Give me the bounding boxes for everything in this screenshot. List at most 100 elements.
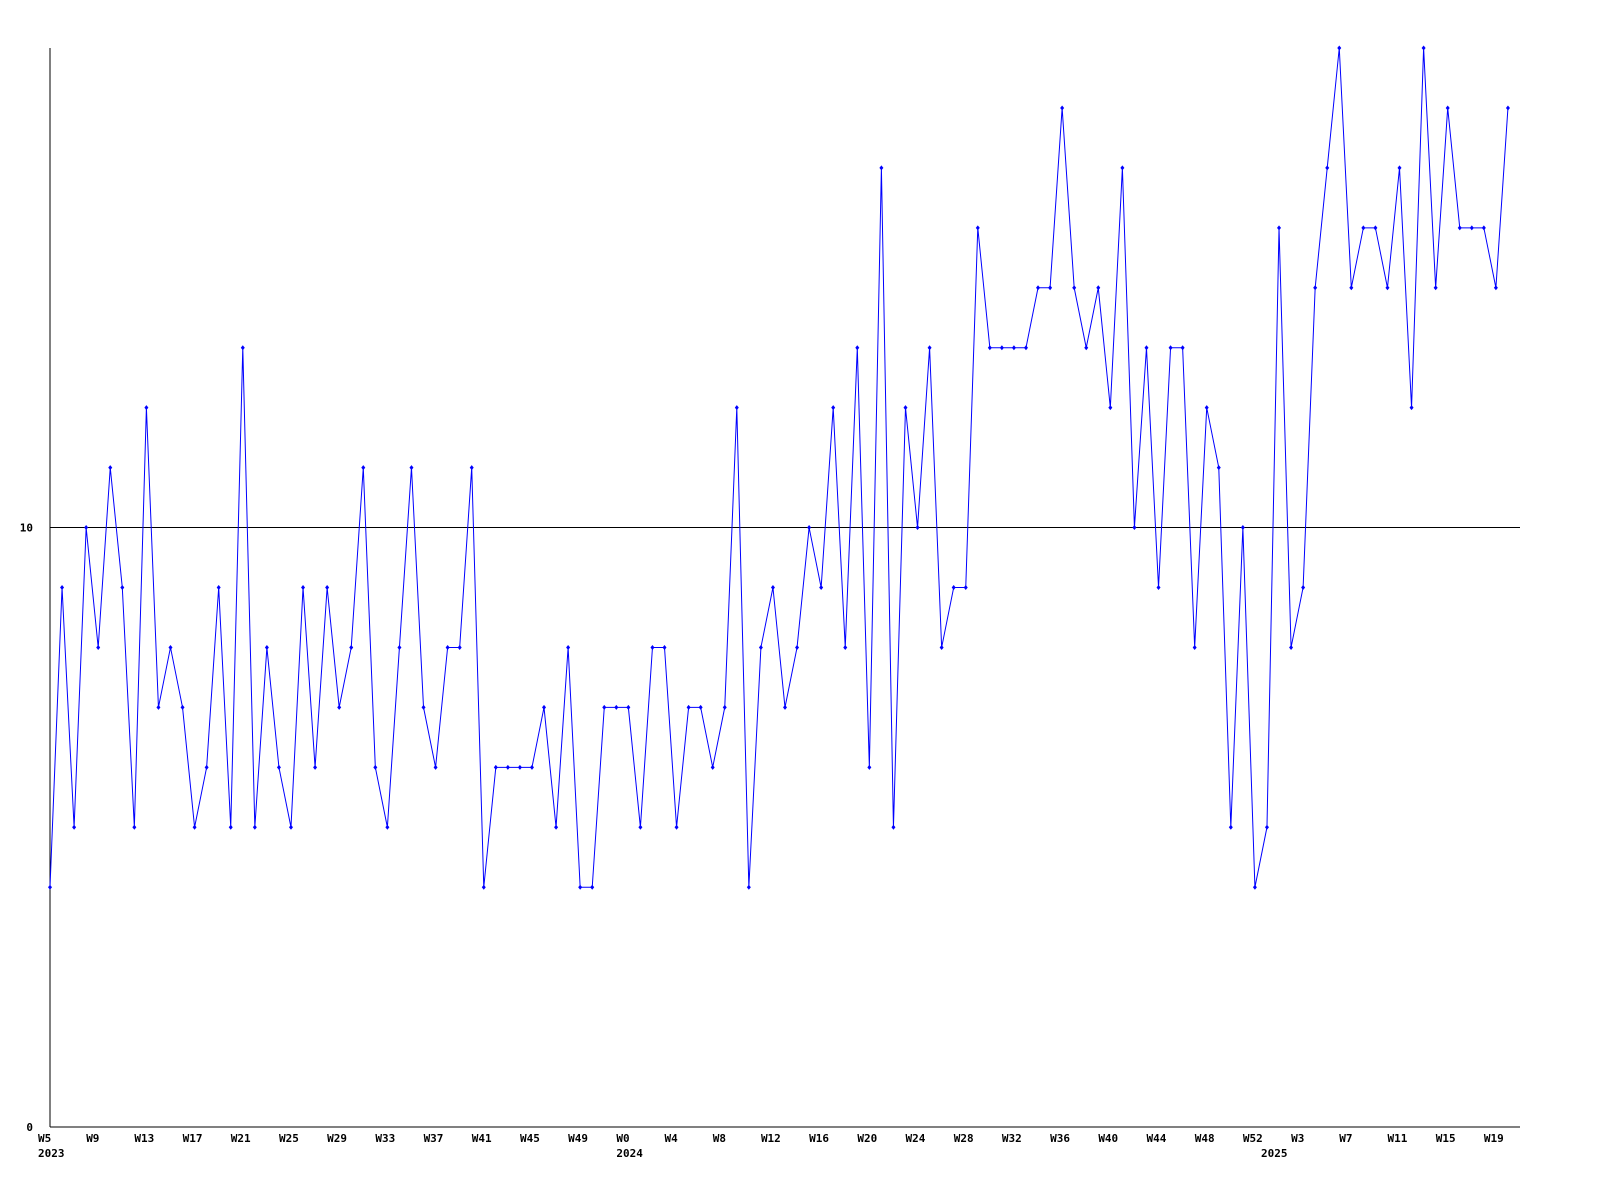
data-point bbox=[1096, 285, 1101, 291]
data-point bbox=[60, 585, 65, 590]
data-point bbox=[457, 644, 462, 650]
data-point bbox=[228, 824, 233, 830]
x-tick-label: W29 bbox=[327, 1132, 347, 1145]
data-point bbox=[1108, 405, 1113, 411]
data-point bbox=[1385, 285, 1390, 291]
data-point bbox=[578, 884, 583, 890]
data-point bbox=[1349, 285, 1354, 291]
data-point bbox=[566, 644, 571, 650]
data-point bbox=[1397, 165, 1402, 171]
data-point bbox=[686, 704, 691, 710]
data-point bbox=[1277, 225, 1282, 231]
data-point bbox=[1421, 45, 1426, 51]
data-point bbox=[1373, 225, 1378, 231]
data-point bbox=[915, 525, 920, 531]
data-point bbox=[156, 704, 161, 710]
data-point bbox=[770, 585, 775, 590]
data-point bbox=[180, 704, 185, 710]
data-point bbox=[493, 764, 498, 770]
data-point bbox=[1072, 285, 1077, 291]
x-tick-label: W48 bbox=[1195, 1132, 1215, 1145]
data-point bbox=[240, 345, 245, 351]
x-tick-label: W33 bbox=[375, 1132, 395, 1145]
x-tick-label: W25 bbox=[279, 1132, 299, 1145]
data-point bbox=[313, 764, 318, 770]
x-year-label: 2025 bbox=[1261, 1147, 1288, 1160]
data-point bbox=[1192, 644, 1197, 650]
x-tick-label: W16 bbox=[809, 1132, 829, 1145]
data-point bbox=[987, 345, 992, 351]
data-point bbox=[855, 345, 860, 351]
data-point bbox=[1060, 105, 1065, 111]
data-point bbox=[1023, 345, 1028, 351]
data-point bbox=[1156, 585, 1161, 590]
data-point bbox=[674, 824, 679, 830]
data-point bbox=[1409, 405, 1414, 411]
data-point bbox=[1048, 285, 1053, 291]
data-point bbox=[1036, 285, 1041, 291]
data-point bbox=[734, 405, 739, 411]
data-point bbox=[554, 824, 559, 830]
data-point bbox=[445, 644, 450, 650]
data-point bbox=[108, 465, 113, 471]
x-tick-label: W24 bbox=[906, 1132, 926, 1145]
data-point bbox=[1505, 105, 1510, 111]
data-point bbox=[84, 525, 89, 531]
data-point bbox=[614, 704, 619, 710]
x-tick-label: W41 bbox=[472, 1132, 492, 1145]
data-point bbox=[819, 585, 824, 590]
data-point bbox=[1313, 285, 1318, 291]
data-point bbox=[529, 764, 534, 770]
x-tick-label: W44 bbox=[1147, 1132, 1167, 1145]
x-tick-label: W12 bbox=[761, 1132, 781, 1145]
data-point bbox=[1011, 345, 1016, 351]
data-point bbox=[590, 884, 595, 890]
data-point bbox=[252, 824, 257, 830]
data-point bbox=[373, 764, 378, 770]
data-point bbox=[72, 824, 77, 830]
data-point bbox=[132, 824, 137, 830]
data-point bbox=[96, 644, 101, 650]
data-point bbox=[1289, 644, 1294, 650]
x-tick-label: W0 bbox=[616, 1132, 629, 1145]
x-tick-label: W17 bbox=[183, 1132, 203, 1145]
data-point bbox=[1337, 45, 1342, 51]
x-tick-label: W9 bbox=[86, 1132, 99, 1145]
x-tick-label: W40 bbox=[1098, 1132, 1118, 1145]
data-point bbox=[337, 704, 342, 710]
data-point bbox=[421, 704, 426, 710]
data-point bbox=[1084, 345, 1089, 351]
data-point bbox=[891, 824, 896, 830]
data-point bbox=[999, 345, 1004, 351]
x-tick-label: W21 bbox=[231, 1132, 251, 1145]
data-point bbox=[795, 644, 800, 650]
data-point bbox=[1144, 345, 1149, 351]
data-point bbox=[807, 525, 812, 531]
data-point bbox=[1216, 465, 1221, 471]
data-point bbox=[1120, 165, 1125, 171]
data-point bbox=[168, 644, 173, 650]
data-point bbox=[963, 585, 968, 590]
data-point bbox=[1264, 824, 1269, 830]
x-tick-label: W5 bbox=[38, 1132, 51, 1145]
data-point bbox=[144, 405, 149, 411]
data-point bbox=[1361, 225, 1366, 231]
data-point bbox=[469, 465, 474, 471]
data-point bbox=[301, 585, 306, 590]
data-point bbox=[361, 465, 366, 471]
data-point bbox=[1168, 345, 1173, 351]
data-point bbox=[1325, 165, 1330, 171]
x-tick-label: W36 bbox=[1050, 1132, 1070, 1145]
data-point bbox=[927, 345, 932, 351]
x-year-label: 2023 bbox=[38, 1147, 65, 1160]
data-point bbox=[638, 824, 643, 830]
data-point bbox=[481, 884, 486, 890]
data-point bbox=[325, 585, 330, 590]
data-point bbox=[505, 764, 510, 770]
data-point bbox=[1204, 405, 1209, 411]
data-point bbox=[843, 644, 848, 650]
data-point bbox=[349, 644, 354, 650]
data-point bbox=[951, 585, 956, 590]
data-point bbox=[746, 884, 751, 890]
